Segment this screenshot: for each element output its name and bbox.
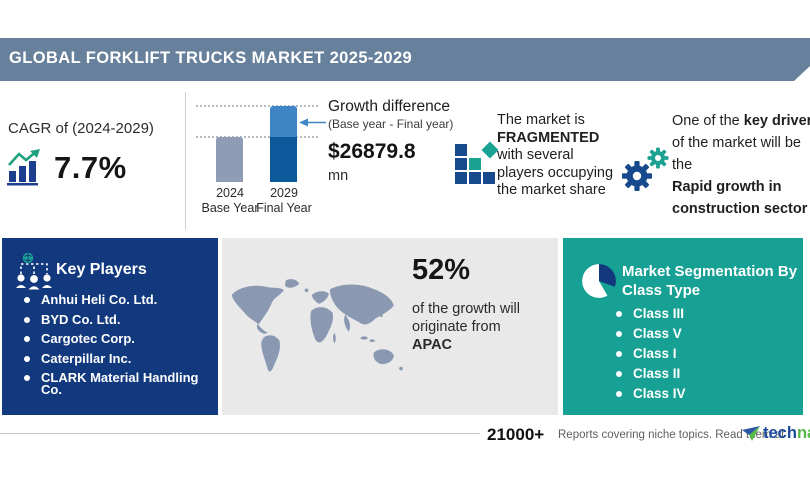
growth-difference-title: Growth difference [328,98,451,115]
key-player-item: Anhui Heli Co. Ltd. [24,293,218,306]
technavio-arrow-icon [742,426,760,441]
key-players-title: Key Players [56,261,147,278]
pie-chart-icon [582,264,616,298]
segmentation-title: Market Segmentation By Class Type [622,263,798,299]
apac-growth-panel: 52% of the growth will originate from AP… [222,238,558,415]
world-map [231,279,403,372]
growth-difference-amount: $26879.8 [328,140,416,163]
bar-2029-growth-segment [270,106,297,137]
section-divider [185,92,186,230]
key-player-item: CLARK Material Handling Co. [24,371,218,396]
segmentation-item: Class IV [616,387,686,400]
report-count: 21000+ [487,425,545,444]
key-driver-description: One of the key drivers of the market wil… [672,113,810,217]
footer-text: Reports covering niche topics. Read them… [558,429,785,441]
cagr-value: 7.7% [54,150,127,185]
bar-2029-base-segment [270,137,297,182]
org-chart-icon [16,252,52,290]
bar-label-2029: 2029 Final Year [256,186,312,215]
fragmented-description: The market is FRAGMENTED with several pl… [497,112,614,198]
segmentation-panel: Market Segmentation By Class Type Class … [563,238,803,415]
title-banner: GLOBAL FORKLIFT TRUCKS MARKET 2025-2029 [0,38,810,81]
segmentation-item: Class I [616,347,686,360]
key-player-item: Caterpillar Inc. [24,352,218,365]
segmentation-list: Class III Class V Class I Class II Class… [616,307,686,408]
segmentation-item: Class V [616,327,686,340]
bar-2024-base-year [216,137,243,182]
growth-difference-unit: mn [328,168,349,184]
page-title: GLOBAL FORKLIFT TRUCKS MARKET 2025-2029 [9,49,413,67]
cagr-label: CAGR of (2024-2029) [8,120,154,137]
fragmented-squares-icon [455,141,501,186]
apac-description: of the growth will originate from APAC [412,301,520,353]
technavio-logo[interactable]: technavio [742,424,810,443]
growth-difference-arrow-icon [299,118,326,127]
gears-icon [622,147,669,191]
growth-difference-subtitle: (Base year - Final year) [328,117,454,131]
apac-percent: 52% [412,254,471,286]
growth-bars-icon [7,149,40,186]
key-players-panel: Key Players Anhui Heli Co. Ltd. BYD Co. … [2,238,218,415]
key-player-item: Cargotec Corp. [24,332,218,345]
key-player-item: BYD Co. Ltd. [24,313,218,326]
segmentation-item: Class III [616,307,686,320]
bar-label-2024: 2024 Base Year [201,186,259,215]
footer-divider [0,433,480,434]
gridline-final [196,105,318,107]
segmentation-item: Class II [616,367,686,380]
gridline-base [196,136,318,138]
key-players-list: Anhui Heli Co. Ltd. BYD Co. Ltd. Cargote… [24,293,218,404]
